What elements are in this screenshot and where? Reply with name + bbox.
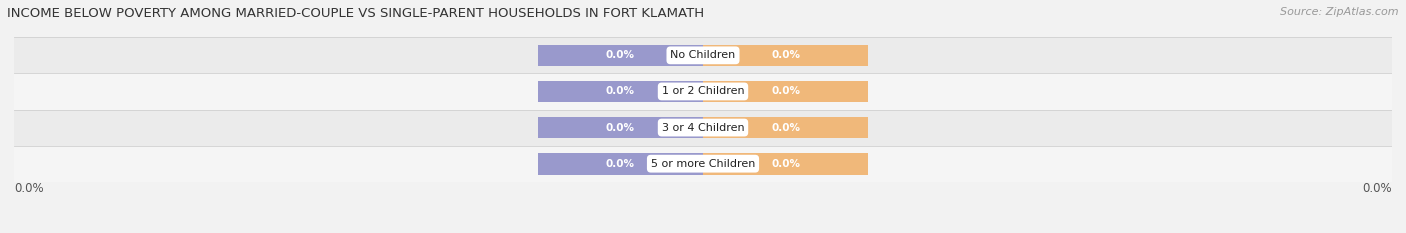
Bar bbox=[703, 153, 869, 175]
Text: 0.0%: 0.0% bbox=[770, 159, 800, 169]
Bar bbox=[703, 117, 869, 138]
Bar bbox=[703, 81, 869, 102]
Text: INCOME BELOW POVERTY AMONG MARRIED-COUPLE VS SINGLE-PARENT HOUSEHOLDS IN FORT KL: INCOME BELOW POVERTY AMONG MARRIED-COUPL… bbox=[7, 7, 704, 20]
Text: 5 or more Children: 5 or more Children bbox=[651, 159, 755, 169]
Text: 0.0%: 0.0% bbox=[606, 123, 636, 133]
Bar bbox=[14, 73, 1392, 110]
Text: 0.0%: 0.0% bbox=[770, 86, 800, 96]
Bar bbox=[14, 146, 1392, 182]
Text: 0.0%: 0.0% bbox=[770, 123, 800, 133]
Text: 0.0%: 0.0% bbox=[606, 86, 636, 96]
Bar bbox=[14, 37, 1392, 73]
Bar bbox=[703, 45, 869, 66]
Text: No Children: No Children bbox=[671, 50, 735, 60]
Bar bbox=[537, 117, 703, 138]
Bar bbox=[537, 153, 703, 175]
Text: 0.0%: 0.0% bbox=[1362, 182, 1392, 195]
Text: 0.0%: 0.0% bbox=[606, 50, 636, 60]
Text: 0.0%: 0.0% bbox=[606, 159, 636, 169]
Bar bbox=[537, 81, 703, 102]
Text: Source: ZipAtlas.com: Source: ZipAtlas.com bbox=[1281, 7, 1399, 17]
Text: 0.0%: 0.0% bbox=[770, 50, 800, 60]
Bar bbox=[14, 110, 1392, 146]
Bar bbox=[537, 45, 703, 66]
Text: 3 or 4 Children: 3 or 4 Children bbox=[662, 123, 744, 133]
Text: 1 or 2 Children: 1 or 2 Children bbox=[662, 86, 744, 96]
Text: 0.0%: 0.0% bbox=[14, 182, 44, 195]
